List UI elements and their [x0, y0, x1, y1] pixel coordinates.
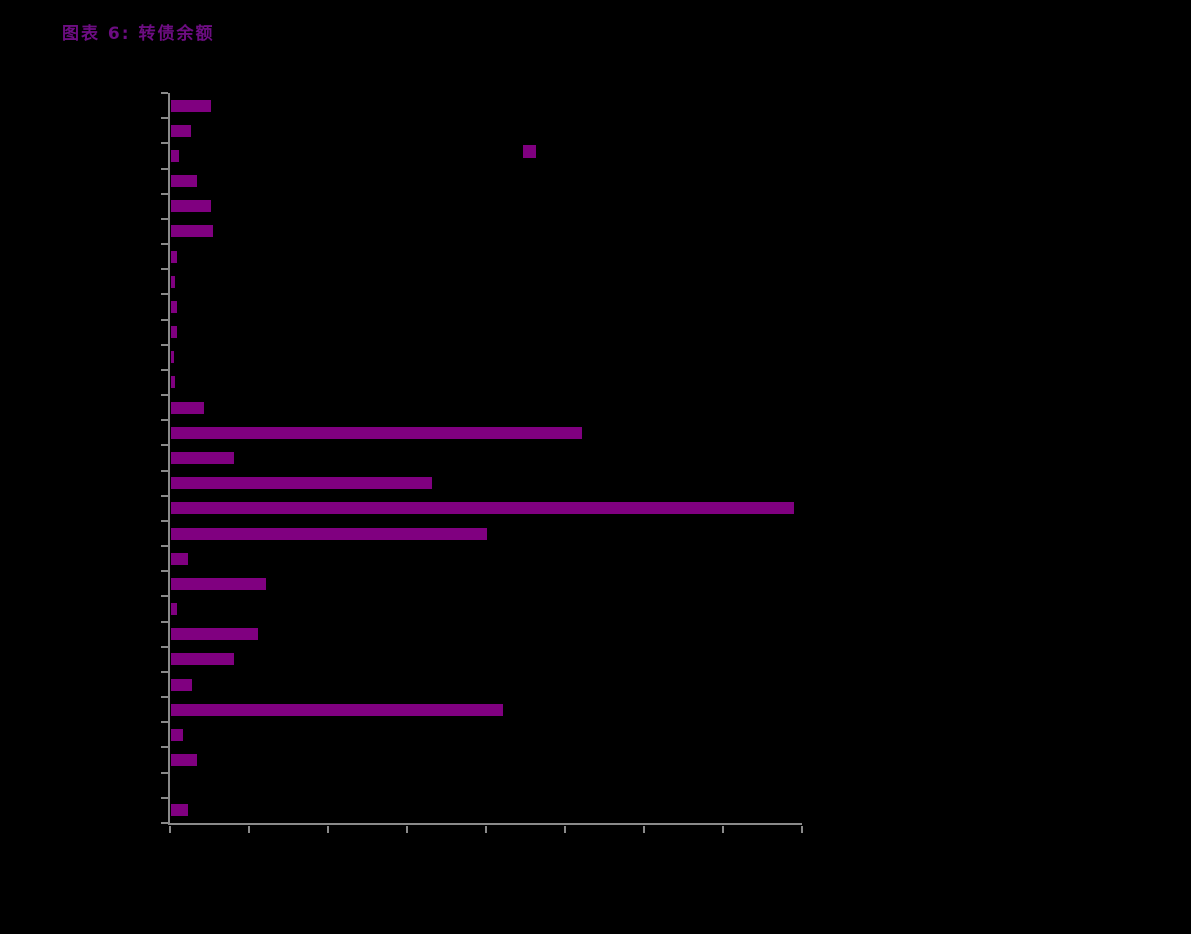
legend-marker-icon	[523, 145, 536, 158]
bar	[171, 452, 235, 464]
bar	[171, 175, 198, 188]
y-axis-tick	[161, 570, 168, 573]
x-axis-tick	[169, 826, 171, 833]
y-axis-tick	[161, 117, 168, 120]
bar	[171, 703, 503, 716]
bar	[171, 275, 175, 288]
y-axis-tick	[161, 670, 168, 673]
bar-chart-plot	[161, 92, 803, 833]
bar	[171, 728, 183, 741]
bar	[171, 351, 175, 364]
y-axis-tick	[161, 217, 168, 220]
y-axis-tick	[161, 343, 168, 346]
bar	[171, 401, 205, 414]
bar	[171, 653, 235, 666]
x-axis-tick	[327, 826, 329, 833]
y-axis-tick	[161, 268, 168, 271]
bar	[171, 124, 191, 137]
y-axis-tick	[161, 469, 168, 472]
chart-title: 图表 6: 转债余额	[62, 24, 215, 44]
bar	[171, 804, 188, 817]
x-axis-tick	[801, 826, 803, 833]
y-axis-tick	[161, 92, 168, 94]
y-axis-tick	[161, 721, 168, 724]
bar	[171, 326, 178, 339]
y-axis-tick	[161, 822, 168, 824]
bar	[171, 99, 212, 112]
y-axis-tick	[161, 519, 168, 522]
bar	[171, 527, 487, 540]
bar	[171, 577, 266, 590]
x-axis-tick	[722, 826, 724, 833]
bar	[171, 477, 432, 490]
x-axis-tick	[564, 826, 566, 833]
y-axis-tick	[161, 771, 168, 774]
y-axis-tick	[161, 620, 168, 623]
bar	[171, 628, 258, 641]
bar	[171, 300, 178, 313]
bar	[171, 754, 198, 767]
y-axis-tick	[161, 167, 168, 170]
bar	[171, 603, 178, 616]
x-axis-line	[168, 823, 802, 825]
y-axis-tick	[161, 368, 168, 371]
bar	[171, 426, 582, 439]
y-axis-tick	[161, 318, 168, 321]
bar	[171, 225, 213, 238]
x-axis-tick	[406, 826, 408, 833]
y-axis-tick	[161, 645, 168, 648]
y-axis-tick	[161, 696, 168, 699]
bar	[171, 149, 179, 162]
y-axis-line	[168, 93, 170, 825]
bar	[171, 678, 192, 691]
bar	[171, 552, 189, 565]
y-axis-tick	[161, 494, 168, 497]
y-axis-tick	[161, 419, 168, 422]
x-axis-tick	[248, 826, 250, 833]
y-axis-tick	[161, 545, 168, 548]
y-axis-tick	[161, 796, 168, 799]
bar	[171, 250, 178, 263]
y-axis-tick	[161, 394, 168, 397]
y-axis-tick	[161, 192, 168, 195]
x-axis-tick	[643, 826, 645, 833]
x-axis-tick	[485, 826, 487, 833]
bar	[171, 200, 212, 213]
y-axis-tick	[161, 746, 168, 749]
bar	[171, 376, 175, 389]
y-axis-tick	[161, 243, 168, 246]
bar	[171, 502, 794, 515]
y-axis-tick	[161, 142, 168, 145]
y-axis-tick	[161, 293, 168, 296]
y-axis-tick	[161, 444, 168, 447]
y-axis-tick	[161, 595, 168, 598]
